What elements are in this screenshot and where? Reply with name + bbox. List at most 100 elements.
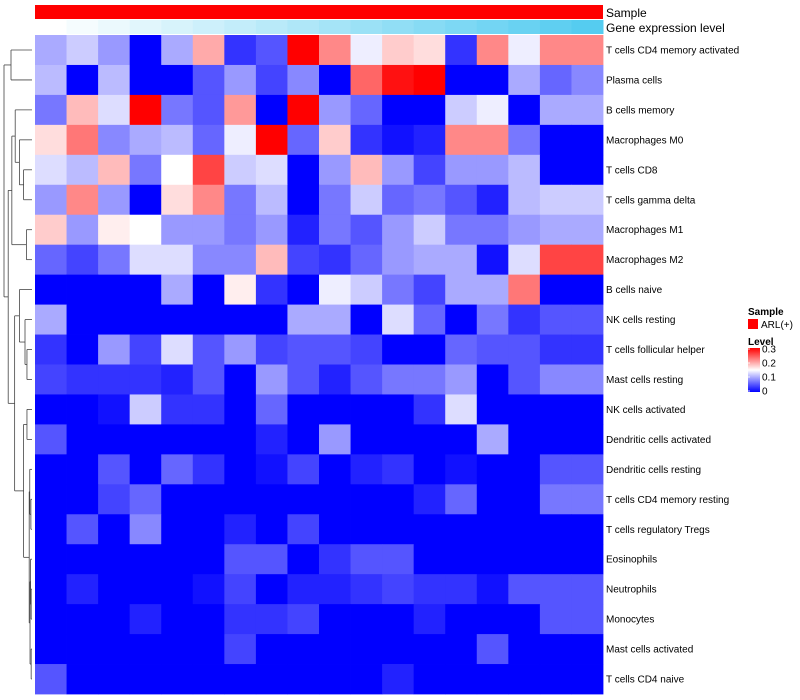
heatmap-cell bbox=[508, 634, 541, 665]
heatmap-cell bbox=[319, 574, 351, 605]
heatmap-cell bbox=[161, 364, 194, 395]
heatmap-cell bbox=[445, 35, 478, 66]
heatmap-cell bbox=[508, 184, 541, 216]
heatmap-cell bbox=[161, 634, 194, 665]
heatmap-cell bbox=[35, 304, 67, 335]
heatmap-cell bbox=[35, 514, 67, 545]
heatmap-cell bbox=[508, 214, 541, 246]
heatmap-cell bbox=[66, 94, 99, 126]
heatmap-cell bbox=[350, 244, 383, 276]
heatmap-cell bbox=[319, 304, 351, 335]
heatmap-cell bbox=[287, 394, 320, 425]
heatmap-cell bbox=[224, 574, 257, 605]
heatmap-cell bbox=[287, 604, 320, 635]
heatmap-cell bbox=[66, 124, 99, 156]
heatmap-cell bbox=[98, 124, 131, 156]
heatmap-cell bbox=[129, 664, 162, 695]
heatmap-cell bbox=[350, 364, 383, 395]
heatmap-cell bbox=[129, 604, 162, 635]
heatmap-cell bbox=[413, 244, 446, 276]
heatmap-cell bbox=[413, 334, 446, 365]
heatmap-cell bbox=[382, 214, 415, 246]
heatmap-cell bbox=[255, 244, 288, 276]
heatmap-cell bbox=[287, 514, 320, 545]
heatmap-cell bbox=[129, 454, 162, 485]
heatmap-cell bbox=[224, 124, 257, 156]
row-label: T cells follicular helper bbox=[606, 345, 705, 356]
heatmap-cell bbox=[508, 64, 541, 96]
heatmap-cell bbox=[35, 124, 67, 156]
heatmap-cell bbox=[350, 274, 383, 305]
heatmap-cell bbox=[413, 454, 446, 485]
heatmap-cell bbox=[413, 634, 446, 665]
heatmap-cell bbox=[224, 184, 257, 216]
heatmap-cell bbox=[98, 184, 131, 216]
heatmap-cell bbox=[224, 664, 257, 695]
heatmap-cell bbox=[129, 64, 162, 96]
heatmap-cell bbox=[287, 544, 320, 575]
heatmap-cell bbox=[319, 424, 351, 455]
heatmap-cell bbox=[255, 664, 288, 695]
heatmap-cell bbox=[413, 35, 446, 66]
heatmap-cell bbox=[382, 274, 415, 305]
heatmap-cell bbox=[350, 154, 383, 186]
heatmap-cell bbox=[161, 94, 194, 126]
heatmap-cell bbox=[445, 424, 478, 455]
heatmap-cell bbox=[413, 184, 446, 216]
heatmap-cell bbox=[445, 334, 478, 365]
heatmap-cell bbox=[224, 244, 257, 276]
heatmap-cell bbox=[539, 334, 572, 365]
heatmap-cell bbox=[539, 454, 572, 485]
heatmap-cell bbox=[192, 64, 225, 96]
heatmap-cell bbox=[224, 64, 257, 96]
heatmap-cell bbox=[445, 304, 478, 335]
heatmap-cell bbox=[192, 214, 225, 246]
heatmap-cell bbox=[508, 604, 541, 635]
row-label: Plasma cells bbox=[606, 75, 662, 86]
heatmap-cell bbox=[35, 154, 67, 186]
heatmap-cell bbox=[508, 664, 541, 695]
heatmap-cell bbox=[350, 604, 383, 635]
heatmap-cell bbox=[539, 244, 572, 276]
heatmap-cell bbox=[192, 484, 225, 515]
heatmap-cell bbox=[129, 124, 162, 156]
heatmap-cell bbox=[539, 274, 572, 305]
heatmap-cell bbox=[255, 35, 288, 66]
heatmap-cell bbox=[66, 244, 99, 276]
heatmap-cell bbox=[319, 94, 351, 126]
row-label: T cells gamma delta bbox=[606, 195, 696, 206]
heatmap-cell bbox=[571, 35, 604, 66]
heatmap-cell bbox=[287, 64, 320, 96]
heatmap-cell bbox=[66, 424, 99, 455]
heatmap-cell bbox=[319, 274, 351, 305]
heatmap-cell bbox=[35, 244, 67, 276]
heatmap-cell bbox=[287, 304, 320, 335]
heatmap-cell bbox=[255, 574, 288, 605]
heatmap-cell bbox=[382, 244, 415, 276]
gene-bar-segment bbox=[319, 20, 352, 34]
heatmap-cell bbox=[350, 64, 383, 96]
heatmap-cell bbox=[35, 64, 67, 96]
heatmap-cell bbox=[224, 544, 257, 575]
heatmap-cell bbox=[224, 424, 257, 455]
legend-tick-label: 0 bbox=[762, 387, 768, 398]
heatmap-cell bbox=[224, 154, 257, 186]
heatmap-cell bbox=[539, 424, 572, 455]
heatmap-cell bbox=[161, 574, 194, 605]
heatmap-cell bbox=[255, 64, 288, 96]
heatmap-cell bbox=[413, 604, 446, 635]
heatmap-cell bbox=[287, 94, 320, 126]
heatmap-cell bbox=[66, 35, 99, 66]
heatmap-cell bbox=[571, 604, 604, 635]
heatmap-cell bbox=[129, 364, 162, 395]
heatmap-cell bbox=[319, 364, 351, 395]
heatmap-cell bbox=[255, 154, 288, 186]
heatmap-cell bbox=[66, 184, 99, 216]
heatmap-cell bbox=[508, 544, 541, 575]
heatmap-cell bbox=[350, 394, 383, 425]
heatmap-cell bbox=[35, 574, 67, 605]
heatmap-cell bbox=[445, 184, 478, 216]
heatmap-cell bbox=[129, 484, 162, 515]
heatmap-cell bbox=[161, 334, 194, 365]
heatmap-cell bbox=[539, 634, 572, 665]
